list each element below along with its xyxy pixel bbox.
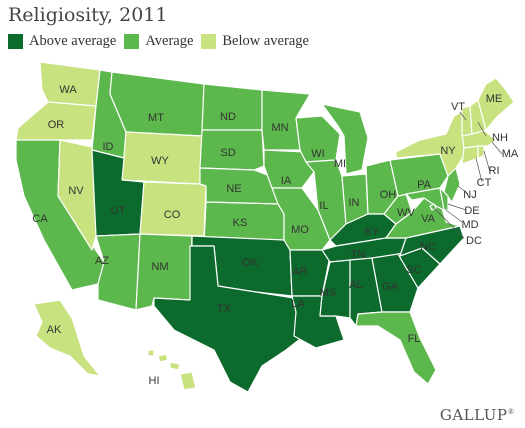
label-ga: GA	[382, 281, 399, 293]
gallup-logo: GALLUP®	[439, 406, 515, 424]
label-md: MD	[461, 219, 478, 231]
state-hi	[147, 349, 197, 391]
label-pa: PA	[417, 179, 432, 191]
label-dc: DC	[466, 235, 482, 247]
state-nd	[201, 83, 263, 131]
label-ia: IA	[281, 175, 292, 187]
state-az	[95, 233, 141, 311]
label-nj: NJ	[463, 189, 476, 201]
label-mo: MO	[291, 224, 309, 236]
label-mi: MI	[334, 158, 346, 170]
label-id: ID	[103, 141, 114, 153]
label-ne: NE	[226, 183, 241, 195]
leader-lines	[433, 111, 503, 239]
label-nm: NM	[151, 261, 168, 273]
label-ak: AK	[47, 324, 62, 336]
legend-label-average: Average	[145, 33, 194, 49]
label-ok: OK	[242, 257, 259, 269]
label-sd: SD	[220, 147, 235, 159]
label-mn: MN	[271, 122, 288, 134]
label-ct: CT	[477, 177, 492, 189]
label-mt: MT	[148, 112, 164, 124]
label-il: IL	[319, 200, 328, 212]
label-nh: NH	[492, 132, 508, 144]
label-wa: WA	[59, 84, 77, 96]
state-de	[439, 187, 449, 211]
legend-swatch-below-average	[201, 34, 217, 49]
label-de: DE	[464, 205, 479, 217]
legend-label-above-average: Above average	[29, 33, 117, 49]
label-tn: TN	[351, 249, 366, 261]
state-ri	[477, 145, 485, 159]
state-tx	[153, 245, 307, 393]
label-ut: UT	[111, 205, 126, 217]
label-co: CO	[164, 209, 181, 221]
label-me: ME	[486, 93, 503, 105]
label-in: IN	[349, 197, 360, 209]
state-ar	[289, 249, 331, 297]
label-or: OR	[48, 119, 65, 131]
label-hi: HI	[149, 375, 160, 387]
label-sc: SC	[406, 264, 421, 276]
legend-item-average: Average	[124, 33, 193, 50]
label-wy: WY	[151, 155, 169, 167]
gallup-wordmark: GALLUP	[439, 406, 508, 424]
legend: Above average Average Below average	[8, 33, 309, 50]
label-wv: WV	[397, 207, 415, 219]
state-ak	[33, 299, 101, 377]
legend-item-below-average: Below average	[201, 33, 309, 50]
legend-label-below-average: Below average	[222, 33, 309, 49]
state-nj	[443, 167, 461, 203]
label-ar: AR	[292, 266, 307, 278]
state-me	[477, 77, 515, 131]
state-mt	[109, 71, 205, 137]
label-ma: MA	[502, 148, 519, 160]
state-mi	[321, 103, 369, 175]
label-ks: KS	[233, 217, 248, 229]
label-fl: FL	[408, 333, 421, 345]
label-nc: NC	[420, 241, 436, 253]
label-ca: CA	[32, 213, 48, 225]
state-wv	[383, 193, 413, 225]
label-va: VA	[421, 213, 436, 225]
label-ky: KY	[365, 226, 380, 238]
state-sd	[199, 129, 265, 171]
label-oh: OH	[380, 189, 397, 201]
label-nv: NV	[68, 185, 84, 197]
state-fl	[355, 311, 437, 385]
legend-swatch-above-average	[8, 34, 23, 49]
state-ct	[461, 145, 479, 165]
label-ms: MS	[320, 287, 337, 299]
label-vt: VT	[451, 101, 465, 113]
label-ny: NY	[440, 145, 456, 157]
label-wi: WI	[311, 148, 324, 160]
label-az: AZ	[95, 255, 109, 267]
label-nd: ND	[220, 111, 236, 123]
state-labels: WA OR CA NV ID MT WY UT CO AZ NM ND SD N…	[32, 84, 519, 387]
legend-item-above-average: Above average	[8, 33, 116, 50]
label-al: AL	[349, 279, 362, 291]
map-title: Religiosity, 2011	[8, 4, 168, 26]
legend-swatch-average	[124, 34, 140, 49]
label-tx: TX	[217, 303, 232, 315]
label-ri: RI	[489, 165, 500, 177]
label-la: LA	[291, 298, 305, 310]
